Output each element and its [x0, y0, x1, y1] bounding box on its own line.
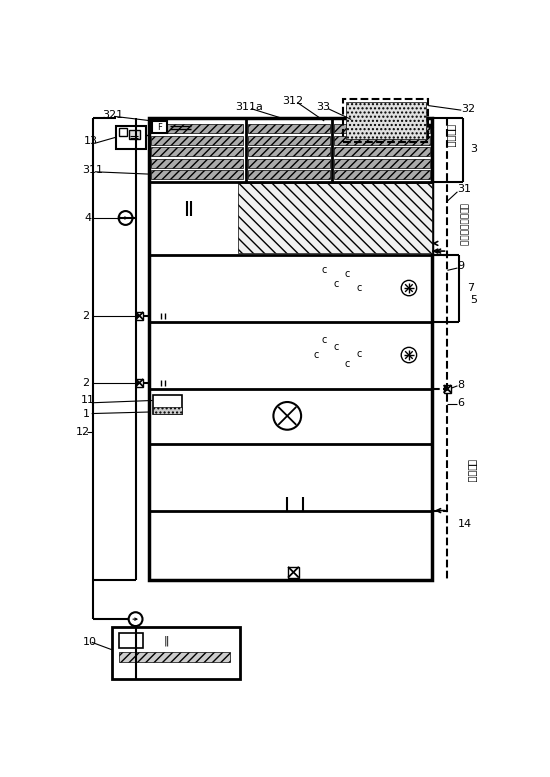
Bar [248, 136, 329, 145]
Text: c: c [333, 343, 338, 352]
Bar [152, 121, 167, 134]
Text: 4: 4 [84, 213, 91, 223]
Bar [119, 652, 230, 661]
Bar [119, 128, 127, 136]
Bar [346, 102, 426, 139]
Text: F: F [157, 123, 162, 131]
Text: c: c [322, 265, 327, 275]
Bar [248, 124, 329, 134]
Text: 2: 2 [82, 378, 90, 388]
Circle shape [129, 612, 142, 626]
Text: ‖: ‖ [164, 636, 169, 646]
Bar [148, 182, 432, 255]
Text: 剩余污泥: 剩余污泥 [446, 124, 456, 148]
Text: 11: 11 [81, 395, 95, 406]
Text: 1: 1 [82, 409, 90, 419]
Bar [334, 124, 430, 134]
Circle shape [402, 347, 417, 363]
Bar [334, 136, 430, 145]
Text: 32: 32 [461, 103, 475, 113]
Text: 33: 33 [317, 102, 331, 112]
Bar [334, 147, 430, 156]
Text: 3: 3 [471, 145, 477, 155]
Circle shape [402, 280, 417, 296]
Bar [443, 385, 451, 392]
Text: 5: 5 [471, 294, 477, 305]
Text: 7: 7 [466, 283, 474, 293]
Text: 13: 13 [84, 136, 98, 146]
Text: c: c [322, 335, 327, 345]
Circle shape [119, 211, 133, 225]
Text: 311: 311 [82, 166, 103, 176]
Bar [238, 183, 432, 253]
Text: 8: 8 [458, 380, 465, 390]
Bar [288, 566, 299, 577]
Text: 12: 12 [76, 427, 90, 437]
Text: 312: 312 [282, 96, 303, 106]
Text: c: c [356, 349, 361, 358]
Bar [119, 633, 143, 649]
Circle shape [273, 402, 301, 430]
Bar [148, 118, 432, 580]
Text: c: c [356, 283, 361, 293]
Bar [151, 136, 244, 145]
Bar [151, 170, 244, 179]
Bar [334, 170, 430, 179]
Text: c: c [345, 359, 350, 369]
Text: 9: 9 [458, 262, 465, 271]
Text: 321: 321 [102, 110, 124, 120]
Bar [152, 395, 182, 414]
Text: 污泥区上清液回流: 污泥区上清液回流 [458, 203, 468, 246]
Text: 31: 31 [458, 184, 471, 194]
Text: 10: 10 [82, 637, 96, 647]
Bar [135, 379, 143, 387]
Bar [248, 159, 329, 168]
Bar [248, 147, 329, 156]
Text: 6: 6 [458, 398, 464, 408]
Text: 2: 2 [82, 311, 90, 321]
Text: c: c [333, 279, 338, 289]
Bar [151, 147, 244, 156]
Bar [117, 126, 146, 148]
Bar [248, 170, 329, 179]
Text: 311a: 311a [236, 102, 263, 112]
Bar [112, 627, 239, 679]
Bar [129, 131, 140, 139]
Bar [135, 312, 143, 319]
Text: c: c [345, 269, 350, 279]
Bar [334, 159, 430, 168]
Bar [152, 406, 182, 414]
Bar [151, 159, 244, 168]
Bar [343, 99, 428, 141]
Text: 污泥回流: 污泥回流 [467, 458, 477, 483]
Text: c: c [314, 350, 319, 360]
Text: 14: 14 [458, 520, 471, 529]
Bar [151, 124, 244, 134]
